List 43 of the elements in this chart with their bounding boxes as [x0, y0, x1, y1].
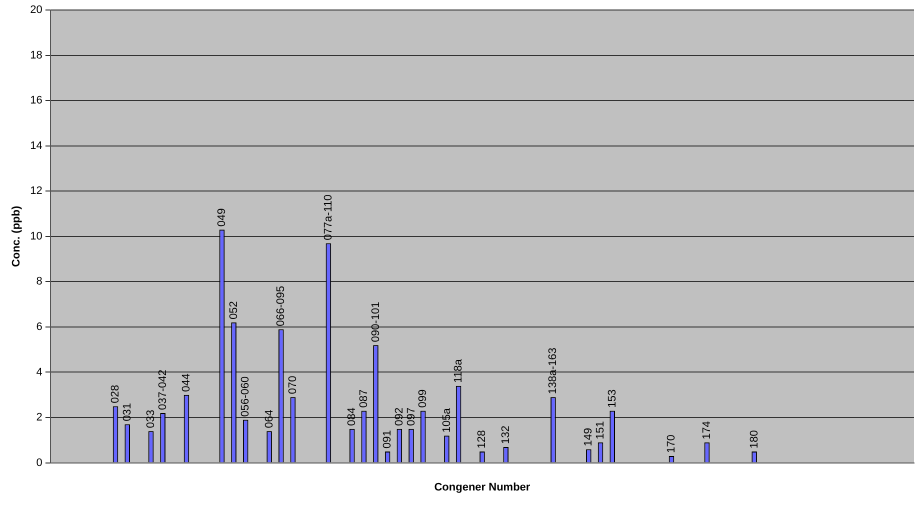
- y-tick-label: 8: [36, 276, 42, 288]
- x-tick-label: 049: [216, 208, 228, 227]
- x-tick-label: 091: [382, 430, 394, 448]
- y-tick-label: 2: [36, 412, 42, 424]
- y-tick-label: 14: [30, 140, 42, 152]
- x-tick-label: 132: [500, 426, 512, 444]
- x-tick-label: 090-101: [370, 302, 382, 342]
- x-tick-label: 170: [666, 434, 678, 454]
- y-tick-label: 16: [30, 94, 42, 107]
- x-tick-label: 099: [417, 389, 430, 408]
- x-tick-label: 064: [263, 410, 276, 428]
- x-tick-label: 180: [748, 430, 760, 448]
- x-tick-label: 052: [228, 301, 240, 320]
- x-tick-label: 028: [110, 384, 122, 404]
- x-tick-label: 174: [701, 421, 714, 440]
- x-tick-label: 149: [582, 428, 595, 446]
- x-tick-label: 077a-110: [322, 194, 334, 240]
- y-tick-label: 0: [36, 456, 42, 469]
- x-tick-label: 033: [145, 410, 158, 428]
- x-tick-label: 153: [606, 389, 618, 408]
- x-tick-label: 097: [405, 407, 418, 426]
- x-axis-title: Congener Number: [434, 481, 531, 494]
- y-tick-label: 12: [30, 185, 42, 198]
- y-axis-title: Conc. (ppb): [10, 206, 23, 267]
- x-tick-label: 087: [358, 389, 370, 408]
- y-tick-label: 10: [30, 230, 42, 242]
- y-tick-label: 6: [36, 320, 42, 333]
- x-tick-label: 084: [346, 407, 358, 426]
- x-tick-label: 128: [476, 430, 488, 448]
- y-tick-label: 20: [30, 4, 42, 16]
- x-tick-label: 092: [393, 407, 406, 426]
- x-tick-label: 151: [594, 421, 607, 440]
- x-tick-label: 066-095: [275, 286, 288, 326]
- y-tick-label: 18: [30, 49, 42, 62]
- x-tick-label: 138a-163: [547, 348, 560, 394]
- x-tick-label: 037-042: [156, 370, 169, 410]
- x-tick-label: 118a: [452, 358, 465, 383]
- x-tick-label: 070: [286, 376, 299, 394]
- x-tick-label: 044: [180, 374, 193, 392]
- x-tick-label: 105a: [440, 407, 453, 433]
- x-tick-label: 031: [121, 402, 134, 422]
- x-tick-label: 056-060: [240, 376, 252, 417]
- y-tick-label: 4: [36, 366, 42, 378]
